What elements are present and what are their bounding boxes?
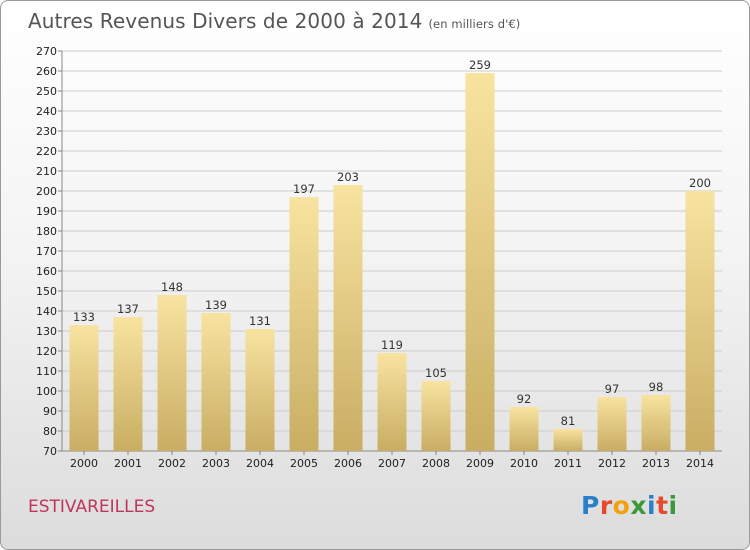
chart-title: Autres Revenus Divers de 2000 à 2014 (en …: [28, 9, 520, 33]
y-tick-label: 260: [36, 65, 57, 78]
bar: [69, 325, 99, 451]
x-tick-label: 2007: [378, 457, 406, 470]
y-tick-label: 210: [36, 165, 57, 178]
y-tick-label: 80: [43, 425, 57, 438]
data-label: 98: [649, 380, 664, 394]
x-tick-label: 2000: [70, 457, 98, 470]
x-tick-label: 2001: [114, 457, 142, 470]
bar: [377, 353, 407, 451]
y-tick-label: 170: [36, 245, 57, 258]
y-tick-label: 140: [36, 305, 57, 318]
data-label: 81: [561, 414, 576, 428]
x-tick-label: 2006: [334, 457, 362, 470]
data-label: 200: [689, 176, 711, 190]
data-label: 137: [117, 302, 139, 316]
x-tick-label: 2008: [422, 457, 450, 470]
data-label: 97: [605, 382, 620, 396]
y-tick-label: 130: [36, 325, 57, 338]
commune-name: ESTIVAREILLES: [28, 497, 156, 517]
bar: [597, 397, 627, 451]
y-tick-label: 180: [36, 225, 57, 238]
chart-unit: (en milliers d'€): [428, 17, 521, 31]
bar: [553, 429, 583, 451]
bar: [641, 395, 671, 451]
data-label: 119: [381, 338, 403, 352]
y-tick-label: 230: [36, 125, 57, 138]
data-label: 148: [161, 280, 183, 294]
x-tick-label: 2002: [158, 457, 186, 470]
data-label: 105: [425, 366, 447, 380]
bar: [421, 381, 451, 451]
bar: [685, 191, 715, 451]
bar: [157, 295, 187, 451]
bar: [201, 313, 231, 451]
y-tick-label: 270: [36, 45, 57, 58]
data-label: 197: [293, 182, 315, 196]
data-label: 131: [249, 314, 271, 328]
bar: [245, 329, 275, 451]
x-tick-label: 2011: [554, 457, 582, 470]
y-tick-label: 220: [36, 145, 57, 158]
y-tick-label: 160: [36, 265, 57, 278]
y-tick-label: 200: [36, 185, 57, 198]
x-tick-label: 2009: [466, 457, 494, 470]
bar: [333, 185, 363, 451]
y-tick-label: 90: [43, 405, 57, 418]
x-tick-label: 2013: [642, 457, 670, 470]
proxiti-logo: Proxiti: [581, 491, 678, 520]
bar: [465, 73, 495, 451]
bar: [113, 317, 143, 451]
bar: [509, 407, 539, 451]
data-label: 203: [337, 170, 359, 184]
y-tick-label: 100: [36, 385, 57, 398]
y-tick-label: 240: [36, 105, 57, 118]
x-tick-label: 2004: [246, 457, 274, 470]
y-tick-label: 70: [43, 445, 57, 458]
y-tick-label: 250: [36, 85, 57, 98]
y-tick-label: 120: [36, 345, 57, 358]
y-tick-label: 150: [36, 285, 57, 298]
bar: [289, 197, 319, 451]
x-tick-label: 2014: [686, 457, 714, 470]
data-label: 259: [469, 58, 491, 72]
data-label: 133: [73, 310, 95, 324]
x-tick-label: 2005: [290, 457, 318, 470]
chart-title-text: Autres Revenus Divers de 2000 à 2014: [28, 9, 423, 33]
y-tick-label: 190: [36, 205, 57, 218]
data-label: 92: [517, 392, 532, 406]
x-tick-label: 2012: [598, 457, 626, 470]
x-tick-label: 2010: [510, 457, 538, 470]
data-label: 139: [205, 298, 227, 312]
x-tick-label: 2003: [202, 457, 230, 470]
y-tick-label: 110: [36, 365, 57, 378]
